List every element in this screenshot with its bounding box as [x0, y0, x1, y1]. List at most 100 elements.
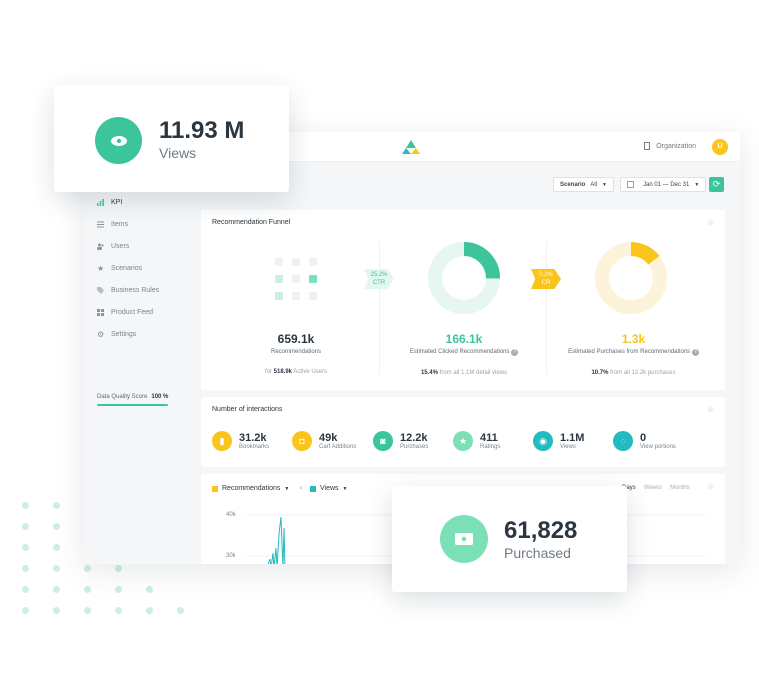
refresh-button[interactable]: ⟳ [709, 177, 724, 192]
sidebar-item-label: Business Rules [111, 287, 160, 294]
decorative-dot [177, 607, 184, 614]
recommendation-funnel-card: Recommendation Funnel ☆ 659.1k Recommend… [201, 210, 725, 390]
sidebar-item-label: Settings [111, 331, 137, 338]
clicked-foot: 15.4% from all 1.1M detail views [389, 370, 539, 376]
calendar-icon [627, 181, 634, 188]
purchases-donut-chart [595, 242, 667, 314]
sidebar-item-label: Items [111, 221, 129, 228]
clicked-label-text: Estimated Clicked Recommendations [409, 349, 510, 355]
organization-switcher[interactable]: Organization [644, 142, 696, 150]
eye-glyph [110, 135, 127, 146]
decorative-dot [22, 523, 29, 530]
decorative-dot [22, 544, 29, 551]
grid-icon [97, 309, 104, 316]
series-select-views[interactable]: Views ▼ [310, 485, 348, 492]
range-months[interactable]: Months [670, 485, 690, 491]
banknote-glyph [455, 533, 473, 545]
divider [379, 242, 380, 374]
sidebar-item-product-feed[interactable]: Product Feed [97, 309, 153, 316]
series-select-recommendations[interactable]: Recommendations ▼ [212, 485, 289, 492]
interaction-label: Bookmarks [239, 444, 270, 450]
bookmark-icon: ▮ [212, 431, 232, 451]
date-range-picker[interactable]: Jan 01 — Dec 31 ▼ [620, 177, 707, 192]
interaction-value: 0 [640, 432, 647, 444]
purchased-total-label: Purchased [504, 545, 571, 561]
favorite-star-icon[interactable]: ☆ [706, 482, 714, 491]
decorative-dot [53, 544, 60, 551]
interaction-label: View portions [640, 444, 676, 450]
sidebar-item-label: Product Feed [111, 309, 154, 316]
recommendations-value: 659.1k [277, 332, 315, 346]
sidebar-item-business-rules[interactable]: Business Rules [97, 287, 159, 294]
foot-suffix: from all 1.1M detail views [439, 370, 508, 376]
data-quality-value: 100 % [151, 394, 169, 400]
clicked-label: Estimated Clicked Recommendations ? [389, 349, 539, 356]
decorative-dot [22, 586, 29, 593]
interaction-views: ◉ 1.1M Views [533, 431, 584, 451]
foot-value: 518.9k [273, 369, 292, 375]
favorite-star-icon[interactable]: ☆ [706, 218, 714, 227]
decorative-dot [22, 502, 29, 509]
chevron-down-icon: ▼ [694, 181, 700, 188]
eye-icon: ◉ [533, 431, 553, 451]
bar-chart-icon [97, 199, 104, 206]
chevron-down-icon: ▼ [342, 485, 348, 492]
decorative-dot [22, 565, 29, 572]
interaction-label: Cart Additions [319, 444, 357, 450]
purchases-value: 1.3k [621, 332, 646, 346]
favorite-star-icon[interactable]: ☆ [706, 405, 714, 414]
help-icon[interactable]: ? [511, 349, 519, 356]
scenario-select[interactable]: Scenario All ▼ [553, 177, 614, 192]
sidebar-item-items[interactable]: Items [97, 221, 128, 228]
clicked-value: 166.1k [445, 332, 483, 346]
interaction-bookmarks: ▮ 31.2k Bookmarks [212, 431, 269, 451]
cr-tag: 0.2% CR [531, 269, 561, 289]
app-logo [402, 140, 420, 154]
building-icon [644, 142, 651, 150]
decorative-dot-grid [22, 502, 202, 632]
date-range-value: Jan 01 — Dec 31 [643, 181, 690, 188]
purchases-label-text: Estimated Purchases from Recommendations [568, 349, 691, 355]
decorative-dot [53, 607, 60, 614]
sidebar-item-settings[interactable]: ⚙ Settings [97, 331, 137, 339]
list-icon [97, 221, 104, 228]
help-icon[interactable]: ? [691, 349, 699, 356]
dashboard-window: Organization U KPI Items Users ★ Scenari… [84, 132, 740, 564]
sidebar-item-label: KPI [111, 199, 123, 206]
funnel-purchases: 1.3k Estimated Purchases from Recommenda… [556, 332, 711, 376]
ctr-tag: 25.2% CTR [364, 269, 394, 289]
series-color-swatch [310, 485, 316, 492]
scenario-value: All [590, 181, 598, 188]
decorative-dot [22, 607, 29, 614]
sidebar-item-label: Users [111, 243, 130, 250]
foot-value: 10.7% [591, 370, 609, 376]
purchased-total-value: 61,828 [504, 517, 578, 544]
range-days[interactable]: Days [622, 485, 636, 491]
foot-prefix: for [264, 369, 272, 375]
interaction-value: 411 [480, 432, 498, 444]
money-icon [440, 515, 488, 563]
recommendations-label: Recommendations [270, 349, 322, 355]
chevron-down-icon: ▼ [284, 485, 290, 492]
series-separator: × [299, 486, 303, 492]
sidebar: KPI Items Users ★ Scenarios Business Rul… [84, 162, 194, 564]
star-icon: ★ [453, 431, 473, 451]
decorative-dot [53, 586, 60, 593]
interaction-cart-additions: ◘ 49k Cart Additions [292, 431, 356, 451]
foot-suffix: Active Users [293, 369, 328, 375]
decorative-dot [53, 502, 60, 509]
y-tick-label: 40k [226, 512, 236, 518]
sidebar-item-users[interactable]: Users [97, 243, 129, 250]
sidebar-item-kpi[interactable]: KPI [97, 199, 122, 206]
cr-label: CR [541, 280, 551, 286]
purchases-foot: 10.7% from all 12.2k purchases [556, 370, 711, 376]
sidebar-item-scenarios[interactable]: ★ Scenarios [97, 265, 142, 273]
y-tick-label: 30k [226, 553, 236, 559]
data-quality-score: Data Quality Score 100 % [97, 394, 168, 400]
foot-value: 15.4% [420, 370, 438, 376]
range-weeks[interactable]: Weeks [644, 485, 663, 491]
avatar[interactable]: U [712, 139, 728, 155]
eye-icon [95, 117, 142, 164]
purchases-label: Estimated Purchases from Recommendations… [556, 349, 711, 356]
interaction-value: 12.2k [400, 432, 428, 444]
